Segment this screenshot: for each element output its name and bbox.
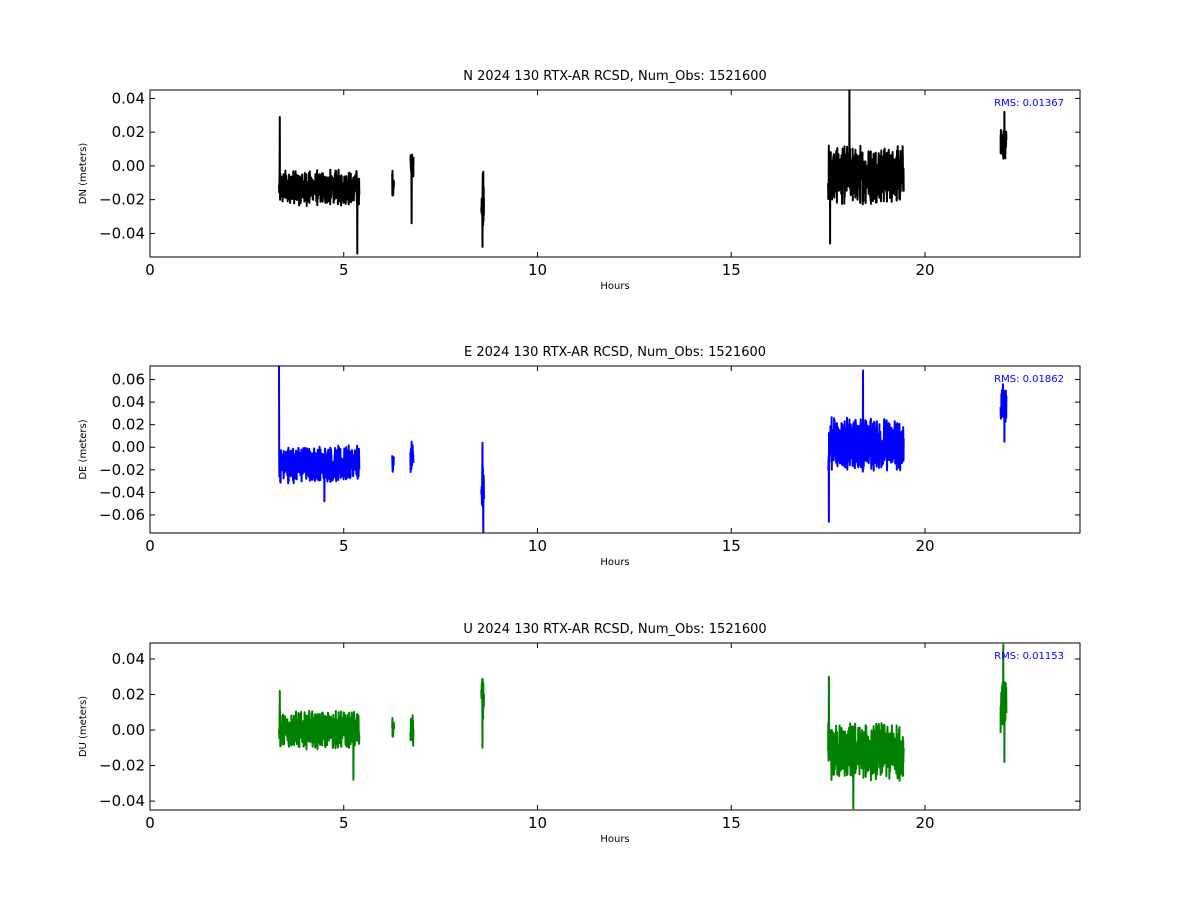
north-panel-y-tick-label: 0.04 (112, 89, 145, 107)
east-panel-x-tick-label: 5 (339, 537, 349, 555)
up-panel-y-tick-label: 0.00 (112, 721, 145, 739)
up-panel-y-tick-label: −0.04 (99, 792, 145, 810)
east-panel-series-segment-1 (391, 455, 395, 473)
up-panel-series-segment-4 (827, 675, 905, 810)
north-panel-x-tick-label: 10 (528, 261, 547, 279)
north-panel-y-tick-label: 0.00 (112, 157, 145, 175)
east-panel-y-tick-label: 0.00 (112, 438, 145, 456)
north-panel-x-tick-label: 15 (722, 261, 741, 279)
north-panel-x-tick-label: 5 (339, 261, 349, 279)
north-panel-title: N 2024 130 RTX-AR RCSD, Num_Obs: 1521600 (463, 69, 767, 84)
north-panel: 0 5 10 15 20 0.04 0.02 0.00 −0.02 −0.04 N 2024 130… (78, 69, 1081, 292)
east-panel-x-tick-label: 10 (528, 537, 547, 555)
up-panel-y-axis-label: DU (meters) (78, 696, 89, 757)
east-panel-x-tick-label: 15 (722, 537, 741, 555)
north-panel-series-segment-4 (827, 90, 905, 245)
east-panel-x-tick-label: 0 (145, 537, 155, 555)
east-panel-y-tick-label: −0.02 (99, 461, 145, 479)
east-panel-series-segment-3 (480, 441, 485, 533)
up-panel-series-segment-3 (480, 677, 485, 749)
north-panel-series-segment-5 (999, 110, 1008, 160)
east-panel-series-segment-5 (999, 383, 1008, 443)
north-panel-series-segment-2 (409, 153, 415, 225)
up-panel-frame (149, 642, 1081, 811)
north-panel-series-segment-0 (278, 116, 361, 255)
north-panel-y-tick-label: 0.02 (112, 123, 145, 141)
east-panel-rms-annotation: RMS: 0.01862 (994, 374, 1064, 385)
east-panel-y-tick-label: −0.06 (99, 506, 145, 524)
east-panel-y-tick-label: 0.06 (112, 371, 145, 389)
up-panel: 0 5 10 15 20 0.04 0.02 0.00 −0.02 −0.04 U 2024 130… (78, 622, 1081, 845)
up-panel-series-segment-2 (409, 714, 415, 747)
east-panel-x-axis-label: Hours (600, 557, 629, 568)
up-panel-x-tick-label: 5 (339, 814, 349, 832)
up-panel-y-tick-label: 0.02 (112, 686, 145, 704)
up-panel-rms-annotation: RMS: 0.01153 (994, 651, 1064, 662)
east-panel-y-axis-label: DE (meters) (78, 419, 89, 479)
up-panel-y-tick-label: 0.04 (112, 650, 145, 668)
north-panel-x-tick-label: 0 (145, 261, 155, 279)
north-panel-y-tick-label: −0.02 (99, 191, 145, 209)
up-panel-x-tick-label: 10 (528, 814, 547, 832)
up-panel-series-segment-5 (999, 643, 1008, 763)
east-panel-data (278, 366, 1008, 533)
up-panel-series-segment-0 (278, 690, 361, 781)
north-panel-y-tick-label: −0.04 (99, 224, 145, 242)
east-panel-series-segment-0 (278, 366, 361, 503)
north-panel-series-segment-1 (391, 169, 396, 197)
north-panel-rms-annotation: RMS: 0.01367 (994, 98, 1064, 109)
north-panel-y-axis-label: DN (meters) (78, 143, 89, 205)
up-panel-title: U 2024 130 RTX-AR RCSD, Num_Obs: 1521600 (463, 622, 766, 637)
east-panel-series-segment-2 (409, 440, 415, 473)
east-panel-frame (149, 365, 1081, 534)
up-panel-x-axis-label: Hours (600, 834, 629, 845)
north-panel-x-tick-label: 20 (915, 261, 934, 279)
north-panel-data (278, 90, 1008, 255)
up-panel-x-tick-label: 20 (915, 814, 934, 832)
up-panel-x-tick-label: 0 (145, 814, 155, 832)
north-panel-frame (149, 89, 1081, 258)
up-panel-x-tick-label: 15 (722, 814, 741, 832)
up-panel-data (278, 643, 1008, 810)
east-panel: 0 5 10 15 20 0.06 0.04 0.02 0.00 −0.02 −0.04 −0.06 E… (78, 345, 1081, 568)
north-panel-x-axis-label: Hours (600, 281, 629, 292)
east-panel-series-segment-4 (827, 369, 905, 523)
up-panel-series-segment-1 (391, 717, 396, 738)
east-panel-x-tick-label: 20 (915, 537, 934, 555)
up-panel-y-tick-label: −0.02 (99, 757, 145, 775)
east-panel-y-tick-label: −0.04 (99, 483, 145, 501)
east-panel-title: E 2024 130 RTX-AR RCSD, Num_Obs: 1521600 (464, 345, 766, 360)
north-panel-series-segment-3 (480, 170, 485, 248)
east-panel-y-tick-label: 0.02 (112, 416, 145, 434)
east-panel-y-tick-label: 0.04 (112, 393, 145, 411)
